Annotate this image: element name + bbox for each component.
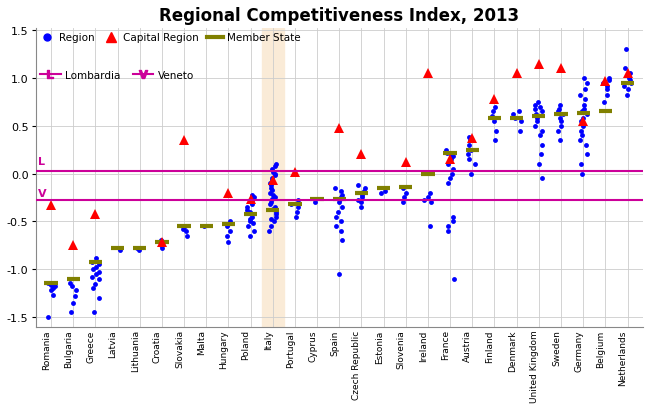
Legend: Lombardia, Veneto: Lombardia, Veneto [36,66,198,85]
Bar [262,29,284,327]
Text: L: L [38,157,45,166]
Text: V: V [38,189,46,199]
Title: Regional Competitiveness Index, 2013: Regional Competitiveness Index, 2013 [159,7,519,25]
